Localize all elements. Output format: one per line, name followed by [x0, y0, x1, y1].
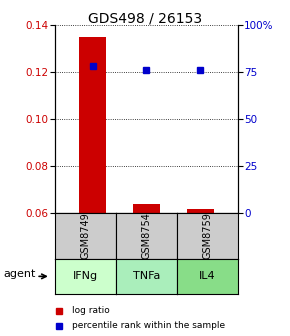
Bar: [187, 209, 214, 213]
Text: GSM8759: GSM8759: [202, 213, 212, 259]
Text: GDS498 / 26153: GDS498 / 26153: [88, 12, 202, 26]
Bar: [133, 204, 160, 213]
Text: percentile rank within the sample: percentile rank within the sample: [72, 322, 226, 331]
Text: IL4: IL4: [199, 271, 216, 281]
Text: GSM8754: GSM8754: [142, 213, 151, 259]
Text: log ratio: log ratio: [72, 306, 110, 316]
Bar: [79, 37, 106, 213]
Text: agent: agent: [3, 269, 35, 279]
Text: GSM8749: GSM8749: [81, 213, 90, 259]
Text: TNFa: TNFa: [133, 271, 160, 281]
Text: IFNg: IFNg: [73, 271, 98, 281]
